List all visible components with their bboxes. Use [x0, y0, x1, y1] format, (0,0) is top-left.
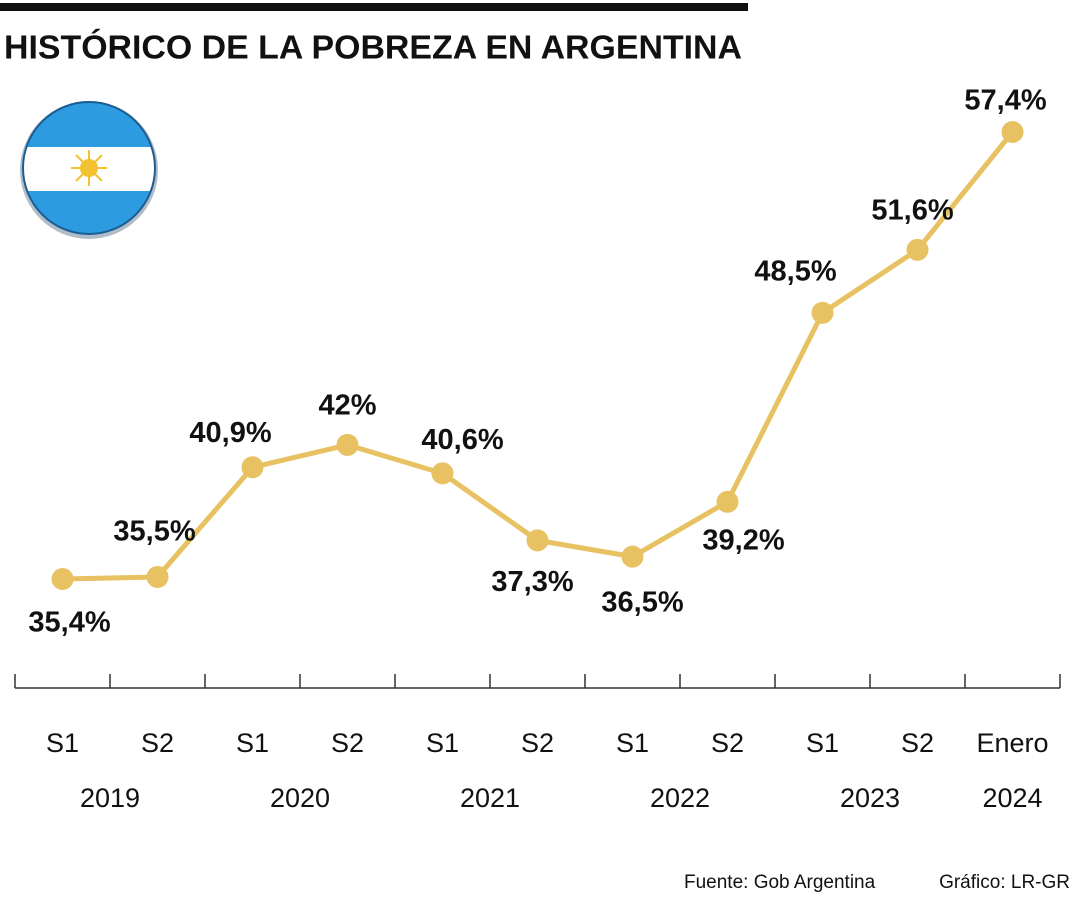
x-tick-label: S1 — [46, 728, 79, 758]
x-tick-label: S2 — [901, 728, 934, 758]
credit: Gráfico: LR-GR — [939, 872, 1070, 893]
point — [431, 462, 454, 485]
value-label: 40,6% — [421, 424, 503, 456]
value-label: 42% — [318, 390, 376, 422]
year-label: 2023 — [840, 783, 900, 813]
chart-title: HISTÓRICO DE LA POBREZA EN ARGENTINA — [4, 29, 742, 66]
point — [811, 301, 834, 324]
year-label: 2020 — [270, 783, 330, 813]
point — [146, 565, 169, 588]
x-tick-label: S2 — [711, 728, 744, 758]
point — [526, 529, 549, 552]
line — [62, 130, 1015, 582]
point — [906, 238, 929, 261]
x-tick-label: S2 — [141, 728, 174, 758]
year-label: 2021 — [460, 783, 520, 813]
point — [621, 545, 644, 568]
value-label: 39,2% — [702, 524, 784, 556]
value-label: 57,4% — [964, 85, 1046, 117]
value-label: 40,9% — [189, 417, 271, 449]
value-label: 48,5% — [754, 255, 836, 287]
x-tick-label: S1 — [806, 728, 839, 758]
year-label: 2022 — [650, 783, 710, 813]
value-label: 36,5% — [601, 586, 683, 618]
year-label: 2019 — [80, 783, 140, 813]
flag — [20, 101, 158, 239]
point — [1001, 121, 1024, 143]
x-tick-label: S2 — [331, 728, 364, 758]
point — [716, 490, 739, 513]
value-label: 51,6% — [871, 195, 953, 227]
title-bar — [0, 3, 748, 11]
point — [51, 568, 74, 590]
point — [336, 433, 359, 456]
x-tick-label: S1 — [236, 728, 269, 758]
value-label: 37,3% — [491, 566, 573, 598]
point — [241, 456, 264, 479]
source: Fuente: Gob Argentina — [684, 872, 876, 893]
x-tick-label: S1 — [616, 728, 649, 758]
value-label: 35,4% — [28, 607, 110, 639]
value-label: 35,5% — [113, 516, 195, 548]
year-label: 2024 — [982, 783, 1042, 813]
x-tick-label: S1 — [426, 728, 459, 758]
x-tick-label: Enero — [976, 728, 1048, 758]
x-tick-label: S2 — [521, 728, 554, 758]
